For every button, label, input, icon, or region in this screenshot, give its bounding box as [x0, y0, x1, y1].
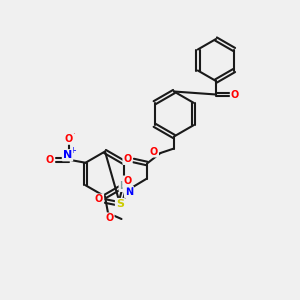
- Text: O: O: [95, 194, 103, 205]
- Text: N: N: [63, 150, 72, 160]
- Text: O: O: [65, 134, 73, 144]
- Text: O: O: [150, 146, 158, 157]
- Text: O: O: [231, 89, 239, 100]
- Text: -: -: [72, 129, 75, 138]
- Text: +: +: [69, 146, 76, 155]
- Text: O: O: [45, 155, 54, 165]
- Text: S: S: [116, 199, 124, 209]
- Text: O: O: [123, 176, 132, 187]
- Text: H: H: [119, 181, 128, 191]
- Text: N: N: [125, 187, 133, 197]
- Text: O: O: [105, 213, 114, 224]
- Text: O: O: [123, 154, 132, 164]
